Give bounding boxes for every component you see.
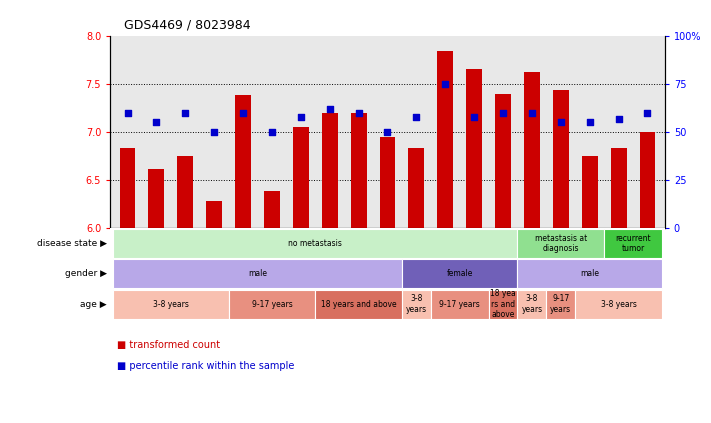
Text: male: male bbox=[580, 269, 599, 278]
Bar bbox=[113, 259, 402, 288]
Bar bbox=[149, 170, 164, 228]
Bar bbox=[611, 148, 626, 228]
Bar bbox=[315, 289, 402, 319]
Text: 18 years and above: 18 years and above bbox=[321, 299, 397, 309]
Bar bbox=[293, 127, 309, 228]
Bar bbox=[408, 148, 424, 228]
Text: female: female bbox=[447, 269, 473, 278]
Point bbox=[439, 80, 451, 87]
Point bbox=[411, 113, 422, 120]
Bar bbox=[518, 289, 546, 319]
Point bbox=[469, 113, 480, 120]
Point bbox=[382, 129, 393, 135]
Bar bbox=[177, 156, 193, 228]
Text: recurrent
tumor: recurrent tumor bbox=[615, 233, 651, 253]
Text: 3-8 years: 3-8 years bbox=[601, 299, 636, 309]
Point bbox=[208, 129, 220, 135]
Bar bbox=[553, 90, 569, 228]
Bar bbox=[431, 289, 488, 319]
Point bbox=[555, 119, 567, 126]
Bar bbox=[466, 69, 482, 228]
Bar bbox=[322, 113, 338, 228]
Bar bbox=[488, 289, 518, 319]
Bar bbox=[604, 228, 662, 258]
Bar bbox=[582, 156, 598, 228]
Text: 3-8 years: 3-8 years bbox=[153, 299, 189, 309]
Bar bbox=[402, 259, 518, 288]
Point bbox=[180, 110, 191, 116]
Bar bbox=[437, 51, 453, 228]
Bar bbox=[639, 132, 656, 228]
Point bbox=[613, 115, 624, 122]
Bar bbox=[351, 113, 367, 228]
Text: 3-8
years: 3-8 years bbox=[406, 294, 427, 314]
Text: ■ percentile rank within the sample: ■ percentile rank within the sample bbox=[117, 361, 294, 371]
Point bbox=[295, 113, 306, 120]
Text: 9-17
years: 9-17 years bbox=[550, 294, 572, 314]
Text: 9-17 years: 9-17 years bbox=[439, 299, 480, 309]
Text: disease state ▶: disease state ▶ bbox=[37, 239, 107, 248]
Point bbox=[642, 110, 653, 116]
Bar bbox=[113, 228, 518, 258]
Bar bbox=[518, 259, 662, 288]
Text: no metastasis: no metastasis bbox=[289, 239, 342, 248]
Point bbox=[498, 110, 509, 116]
Point bbox=[151, 119, 162, 126]
Point bbox=[266, 129, 277, 135]
Point bbox=[584, 119, 595, 126]
Text: GDS4469 / 8023984: GDS4469 / 8023984 bbox=[124, 19, 251, 32]
Point bbox=[353, 110, 364, 116]
Bar bbox=[264, 190, 280, 228]
Point bbox=[526, 110, 538, 116]
Bar bbox=[380, 137, 395, 228]
Text: 9-17 years: 9-17 years bbox=[252, 299, 292, 309]
Text: metastasis at
diagnosis: metastasis at diagnosis bbox=[535, 233, 587, 253]
Bar bbox=[546, 289, 575, 319]
Bar bbox=[518, 228, 604, 258]
Text: male: male bbox=[248, 269, 267, 278]
Bar bbox=[575, 289, 662, 319]
Point bbox=[122, 110, 133, 116]
Point bbox=[324, 106, 336, 113]
Bar bbox=[113, 289, 229, 319]
Bar bbox=[119, 148, 136, 228]
Text: ■ transformed count: ■ transformed count bbox=[117, 340, 220, 350]
Bar bbox=[235, 96, 251, 228]
Bar bbox=[524, 72, 540, 228]
Bar bbox=[206, 201, 222, 228]
Point bbox=[237, 110, 249, 116]
Text: 3-8
years: 3-8 years bbox=[521, 294, 542, 314]
Text: gender ▶: gender ▶ bbox=[65, 269, 107, 278]
Bar bbox=[229, 289, 315, 319]
Text: age ▶: age ▶ bbox=[80, 299, 107, 309]
Bar bbox=[495, 93, 511, 228]
Bar bbox=[402, 289, 431, 319]
Text: 18 yea
rs and
above: 18 yea rs and above bbox=[490, 289, 516, 319]
